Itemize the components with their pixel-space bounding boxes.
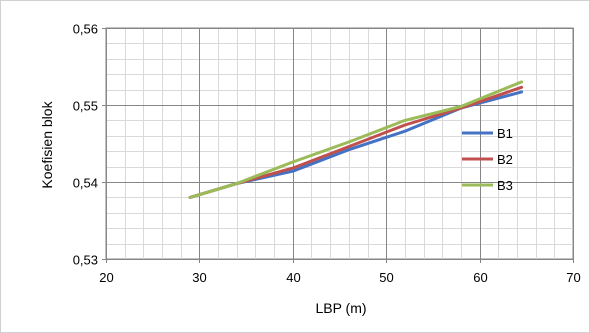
y-tick-label: 0,54: [73, 176, 98, 191]
plot-area: [105, 27, 574, 260]
x-tick-label: 20: [99, 270, 113, 285]
y-tick-label: 0,53: [73, 253, 98, 268]
series-line-b3: [188, 80, 524, 199]
y-tick-label: 0,56: [73, 22, 98, 37]
major-gridlines: [102, 28, 574, 263]
x-axis-ticks: 20 30 40 50 60 70: [99, 270, 580, 285]
x-tick-label: 30: [192, 270, 206, 285]
legend-label-b2: B2: [497, 152, 513, 167]
y-axis-title: Koefisien blok: [39, 100, 55, 188]
series-lines: [188, 80, 524, 199]
legend: B1 B2 B3: [462, 126, 513, 193]
x-tick-label: 70: [566, 270, 580, 285]
legend-label-b1: B1: [497, 126, 513, 141]
y-tick-label: 0,55: [73, 99, 98, 114]
x-tick-label: 60: [473, 270, 487, 285]
y-axis-ticks: 0,53 0,54 0,55 0,56: [73, 22, 98, 268]
x-tick-label: 50: [379, 270, 393, 285]
x-tick-label: 40: [286, 270, 300, 285]
legend-label-b3: B3: [497, 178, 513, 193]
x-axis-title: LBP (m): [315, 300, 366, 316]
